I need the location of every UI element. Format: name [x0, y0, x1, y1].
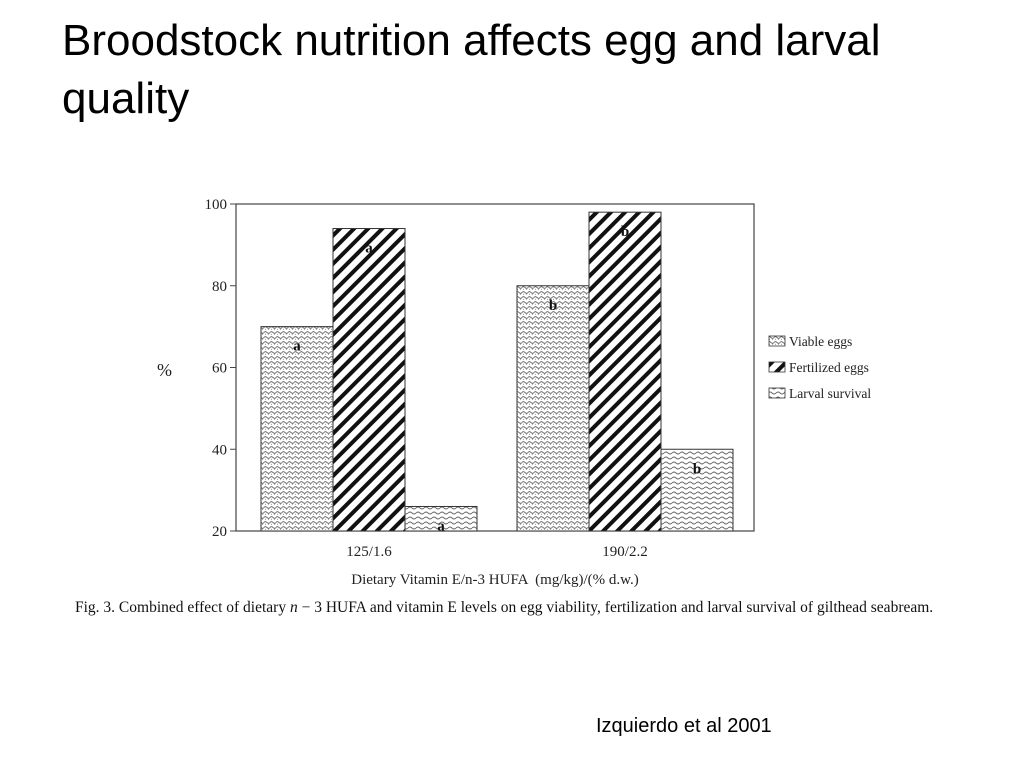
legend-swatch [768, 387, 786, 399]
caption-italic: n [289, 599, 298, 616]
legend-label: Fertilized eggs [789, 360, 869, 375]
y-tick-label: 100 [205, 197, 228, 213]
bar-fertilized-eggs [332, 228, 406, 532]
legend-label: Larval survival [789, 386, 871, 401]
bar-letters: a a a b b b [293, 224, 701, 534]
slide-title: Broodstock nutrition affects egg and lar… [62, 16, 881, 123]
bar-viable-eggs [260, 326, 334, 532]
figure-caption: Fig. 3. Combined effect of dietary n − 3… [75, 596, 975, 620]
y-tick-label: 40 [212, 442, 227, 458]
bar-larval-survival [404, 505, 478, 532]
citation: Izquierdo et al 2001 [596, 715, 772, 737]
bar-letter-label: b [693, 461, 701, 477]
x-tick-label: 190/2.2 [602, 544, 647, 560]
caption-rest: − 3 HUFA and vitamin E levels on egg via… [297, 599, 934, 616]
y-tick-label: 20 [212, 524, 227, 540]
bar-viable-eggs [516, 285, 590, 532]
legend-label: Viable eggs [789, 334, 852, 349]
bar-letter-label: a [437, 518, 445, 534]
bar-fertilized-eggs [588, 211, 662, 532]
x-axis-label: Dietary Vitamin E/n-3 HUFA (mg/kg)/(% d.… [351, 572, 639, 588]
y-axis-label: % [157, 360, 172, 380]
legend-swatch [768, 361, 786, 373]
legend: Viable eggs Fertilized eggs Larval surviva… [768, 334, 871, 401]
x-axis: 125/1.6 190/2.2 [346, 544, 647, 560]
x-tick-label: 125/1.6 [346, 544, 392, 560]
y-tick-label: 80 [212, 279, 227, 295]
y-axis: 20 40 60 80 100 [205, 197, 236, 540]
bar-larval-survival [660, 448, 734, 532]
y-tick-label: 60 [212, 361, 227, 377]
bar-letter-label: a [365, 241, 373, 257]
bar-letter-label: b [549, 298, 557, 314]
caption-prefix: Fig. 3. Combined effect of dietary [75, 599, 290, 616]
bars [260, 211, 734, 532]
legend-swatch [768, 335, 786, 347]
bar-letter-label: a [293, 339, 301, 355]
bar-letter-label: b [621, 224, 629, 240]
